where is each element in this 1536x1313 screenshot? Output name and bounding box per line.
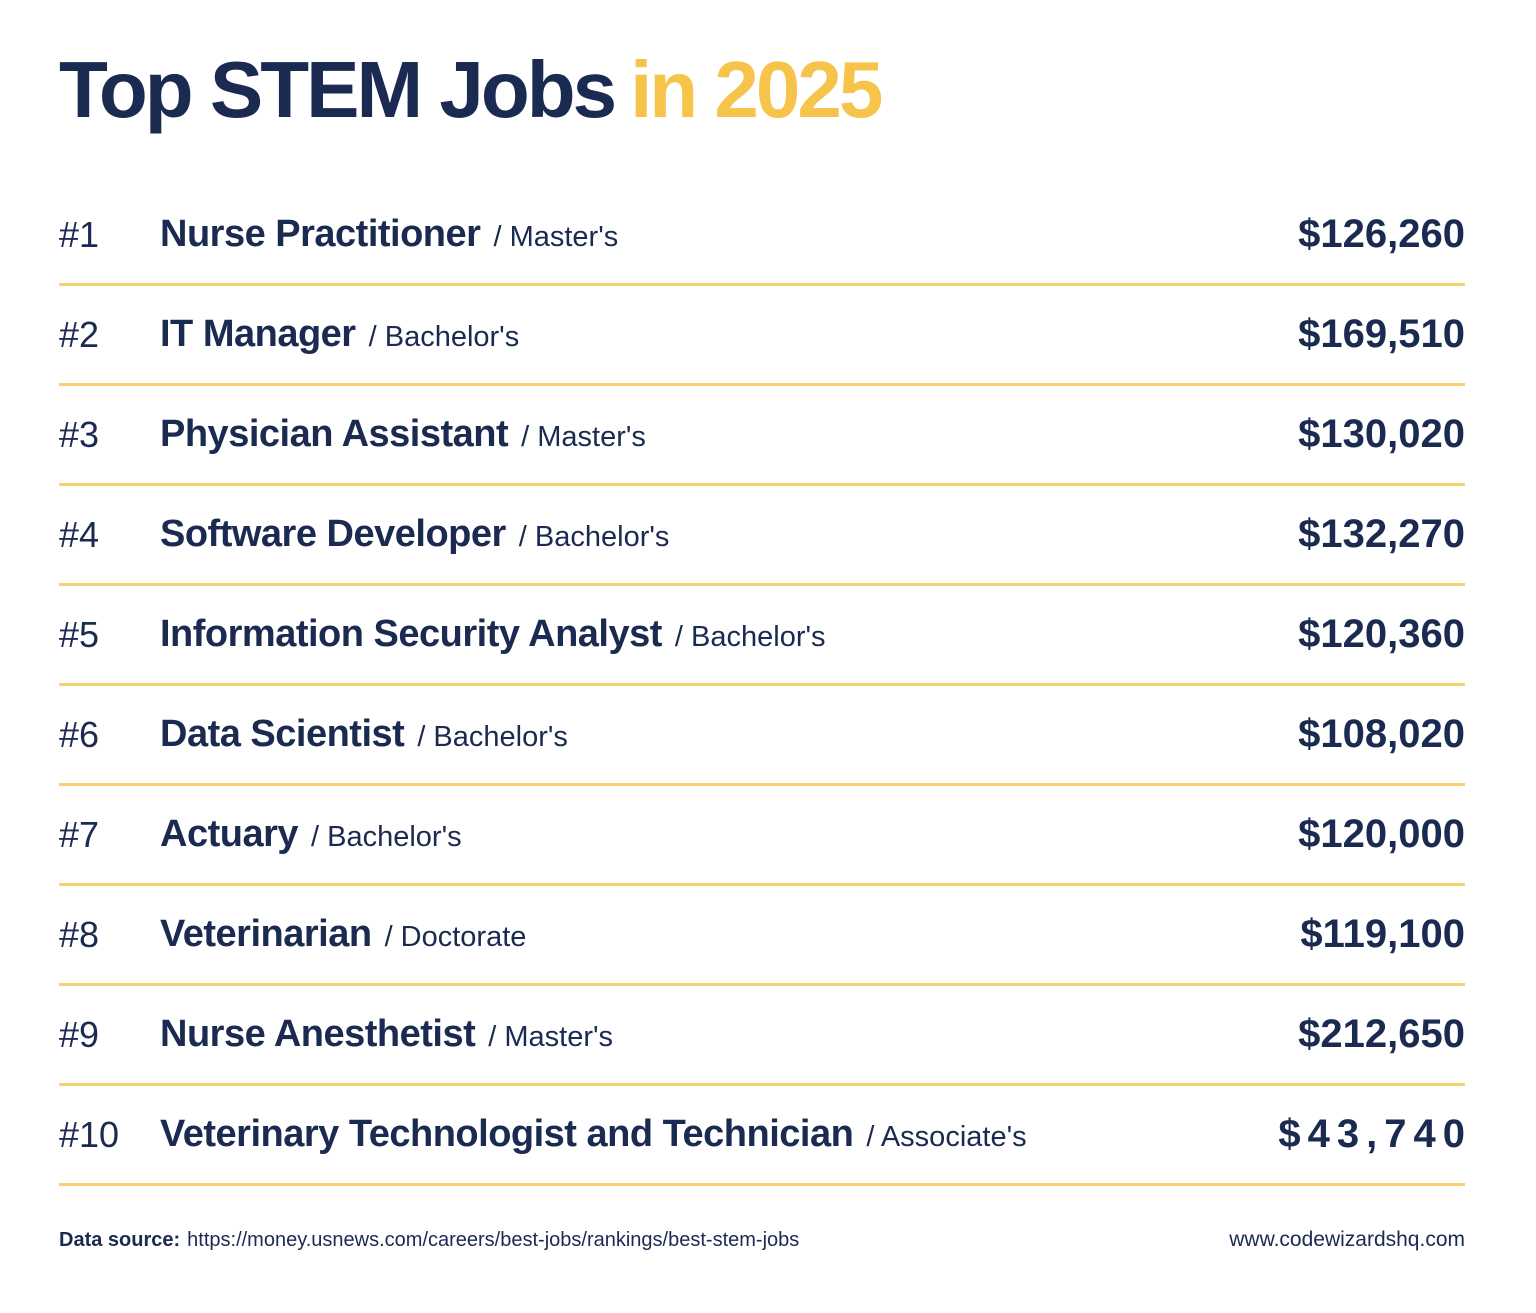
job-title-group: Information Security Analyst / Bachelor'… bbox=[160, 613, 826, 656]
page-title-accent: in 2025 bbox=[630, 45, 883, 134]
job-title: Nurse Anesthetist bbox=[160, 1013, 476, 1055]
job-row: #6 Data Scientist / Bachelor's $108,020 bbox=[59, 686, 1465, 786]
website-url: www.codewizardshq.com bbox=[1229, 1228, 1465, 1251]
job-salary: $130,020 bbox=[1298, 412, 1465, 456]
job-title-group: Veterinarian / Doctorate bbox=[160, 913, 526, 956]
job-rank: #2 bbox=[59, 313, 100, 355]
job-title-group: Software Developer / Bachelor's bbox=[160, 513, 669, 556]
job-salary: $212,650 bbox=[1298, 1012, 1465, 1056]
job-title: Actuary bbox=[160, 813, 299, 855]
job-title: Veterinarian bbox=[160, 913, 372, 955]
job-row: #8 Veterinarian / Doctorate $119,100 bbox=[59, 886, 1465, 986]
job-rank: #5 bbox=[59, 613, 100, 655]
job-salary: $108,020 bbox=[1298, 712, 1465, 756]
job-rank: #10 bbox=[59, 1113, 120, 1155]
job-salary: $120,000 bbox=[1298, 812, 1465, 856]
job-row: #2 IT Manager / Bachelor's $169,510 bbox=[59, 286, 1465, 386]
data-source: Data source: https://money.usnews.com/car… bbox=[59, 1229, 799, 1252]
job-row: #3 Physician Assistant / Master's $130,0… bbox=[59, 386, 1465, 486]
page-title-primary: Top STEM Jobs bbox=[59, 45, 617, 134]
job-salary: $43,740 bbox=[1278, 1112, 1472, 1156]
job-title: Physician Assistant bbox=[160, 413, 509, 455]
job-rank: #4 bbox=[59, 513, 100, 555]
data-source-url: https://money.usnews.com/careers/best-jo… bbox=[187, 1229, 800, 1251]
job-degree: / Associate's bbox=[866, 1121, 1027, 1153]
job-row: #9 Nurse Anesthetist / Master's $212,650 bbox=[59, 986, 1465, 1086]
job-row: #4 Software Developer / Bachelor's $132,… bbox=[59, 486, 1465, 586]
job-degree: / Master's bbox=[521, 421, 646, 453]
job-salary: $169,510 bbox=[1298, 312, 1465, 356]
job-title-group: Veterinary Technologist and Technician /… bbox=[160, 1113, 1027, 1156]
job-title-group: IT Manager / Bachelor's bbox=[160, 313, 519, 356]
job-rank: #3 bbox=[59, 413, 100, 455]
job-row: #1 Nurse Practitioner / Master's $126,26… bbox=[59, 186, 1465, 286]
job-degree: / Bachelor's bbox=[417, 721, 568, 753]
job-salary: $132,270 bbox=[1298, 512, 1465, 556]
job-title-group: Nurse Anesthetist / Master's bbox=[160, 1013, 613, 1056]
footer: Data source: https://money.usnews.com/car… bbox=[59, 1228, 1465, 1252]
job-title-group: Data Scientist / Bachelor's bbox=[160, 713, 568, 756]
job-rank: #7 bbox=[59, 813, 100, 855]
job-title-group: Physician Assistant / Master's bbox=[160, 413, 646, 456]
job-title: Nurse Practitioner bbox=[160, 213, 481, 255]
job-degree: / Doctorate bbox=[384, 921, 527, 953]
job-salary: $119,100 bbox=[1300, 912, 1465, 956]
job-title-group: Actuary / Bachelor's bbox=[160, 813, 462, 856]
job-row: #5 Information Security Analyst / Bachel… bbox=[59, 586, 1465, 686]
job-rank: #9 bbox=[59, 1013, 100, 1055]
job-degree: / Master's bbox=[488, 1021, 614, 1053]
job-title: Data Scientist bbox=[160, 713, 405, 755]
job-salary: $120,360 bbox=[1298, 612, 1465, 656]
job-title: Information Security Analyst bbox=[160, 613, 662, 655]
job-rank: #6 bbox=[59, 713, 100, 755]
job-title: Software Developer bbox=[160, 513, 506, 555]
job-degree: / Bachelor's bbox=[674, 621, 826, 653]
job-title-group: Nurse Practitioner / Master's bbox=[160, 213, 618, 256]
job-title: IT Manager bbox=[160, 313, 356, 355]
job-degree: / Bachelor's bbox=[518, 521, 670, 553]
job-degree: / Bachelor's bbox=[311, 821, 462, 853]
job-rank: #1 bbox=[59, 213, 100, 255]
job-row: #7 Actuary / Bachelor's $120,000 bbox=[59, 786, 1465, 886]
job-title: Veterinary Technologist and Technician bbox=[160, 1113, 854, 1155]
job-salary: $126,260 bbox=[1298, 212, 1465, 256]
job-rank: #8 bbox=[59, 913, 100, 955]
job-degree: / Bachelor's bbox=[368, 321, 520, 353]
job-degree: / Master's bbox=[493, 221, 619, 253]
jobs-list: #1 Nurse Practitioner / Master's $126,26… bbox=[59, 186, 1465, 1186]
page-title: Top STEM Jobs in 2025 bbox=[59, 46, 1465, 134]
job-row: #10 Veterinary Technologist and Technici… bbox=[59, 1086, 1465, 1186]
data-source-label: Data source: bbox=[59, 1229, 181, 1251]
